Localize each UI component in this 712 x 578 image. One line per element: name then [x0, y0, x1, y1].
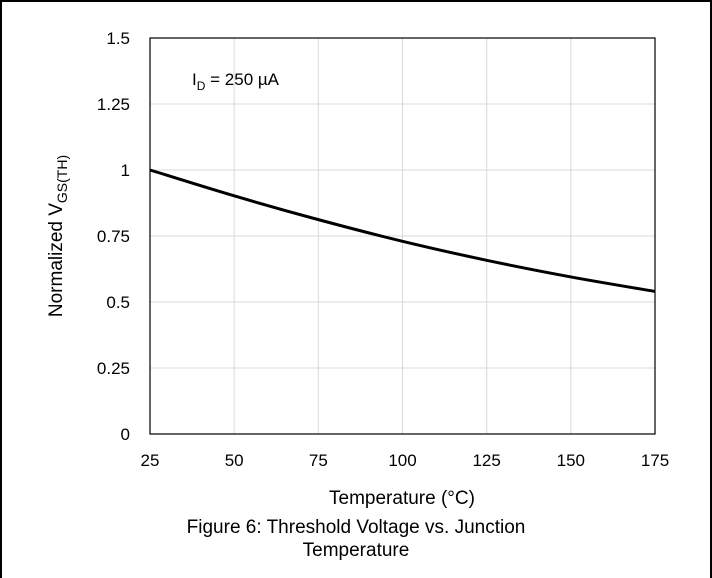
y-tick-label: 1	[121, 161, 130, 180]
figure-caption-line-1: Figure 6: Threshold Voltage vs. Junction	[186, 517, 526, 538]
x-tick-label: 25	[141, 451, 160, 470]
grid-lines	[149, 37, 656, 435]
x-tick-label: 125	[472, 451, 500, 470]
x-tick-label: 50	[225, 451, 244, 470]
x-tick-label: 150	[557, 451, 585, 470]
figure-caption-line-2: Temperature	[302, 540, 410, 561]
y-tick-label: 0	[121, 425, 130, 444]
y-tick-label: 0.25	[97, 359, 130, 378]
y-tick-label: 1.25	[97, 95, 130, 114]
y-tick-labels: 0 0.25 0.5 0.75 1 1.25 1.5	[97, 29, 130, 444]
x-tick-labels: 25 50 75 100 125 150 175	[141, 451, 670, 470]
x-tick-label: 175	[641, 451, 669, 470]
annotation-id-label: ID = 250 µA	[192, 70, 280, 93]
x-tick-label: 75	[309, 451, 328, 470]
y-tick-label: 0.75	[97, 227, 130, 246]
x-axis-title: Temperature (°C)	[329, 488, 475, 509]
series-line	[149, 168, 656, 293]
plot-area	[149, 37, 656, 435]
y-tick-label: 1.5	[106, 29, 130, 48]
y-tick-label: 0.5	[106, 293, 130, 312]
y-axis-title: Normalized VGS(TH)	[46, 155, 70, 317]
x-tick-label: 100	[388, 451, 416, 470]
